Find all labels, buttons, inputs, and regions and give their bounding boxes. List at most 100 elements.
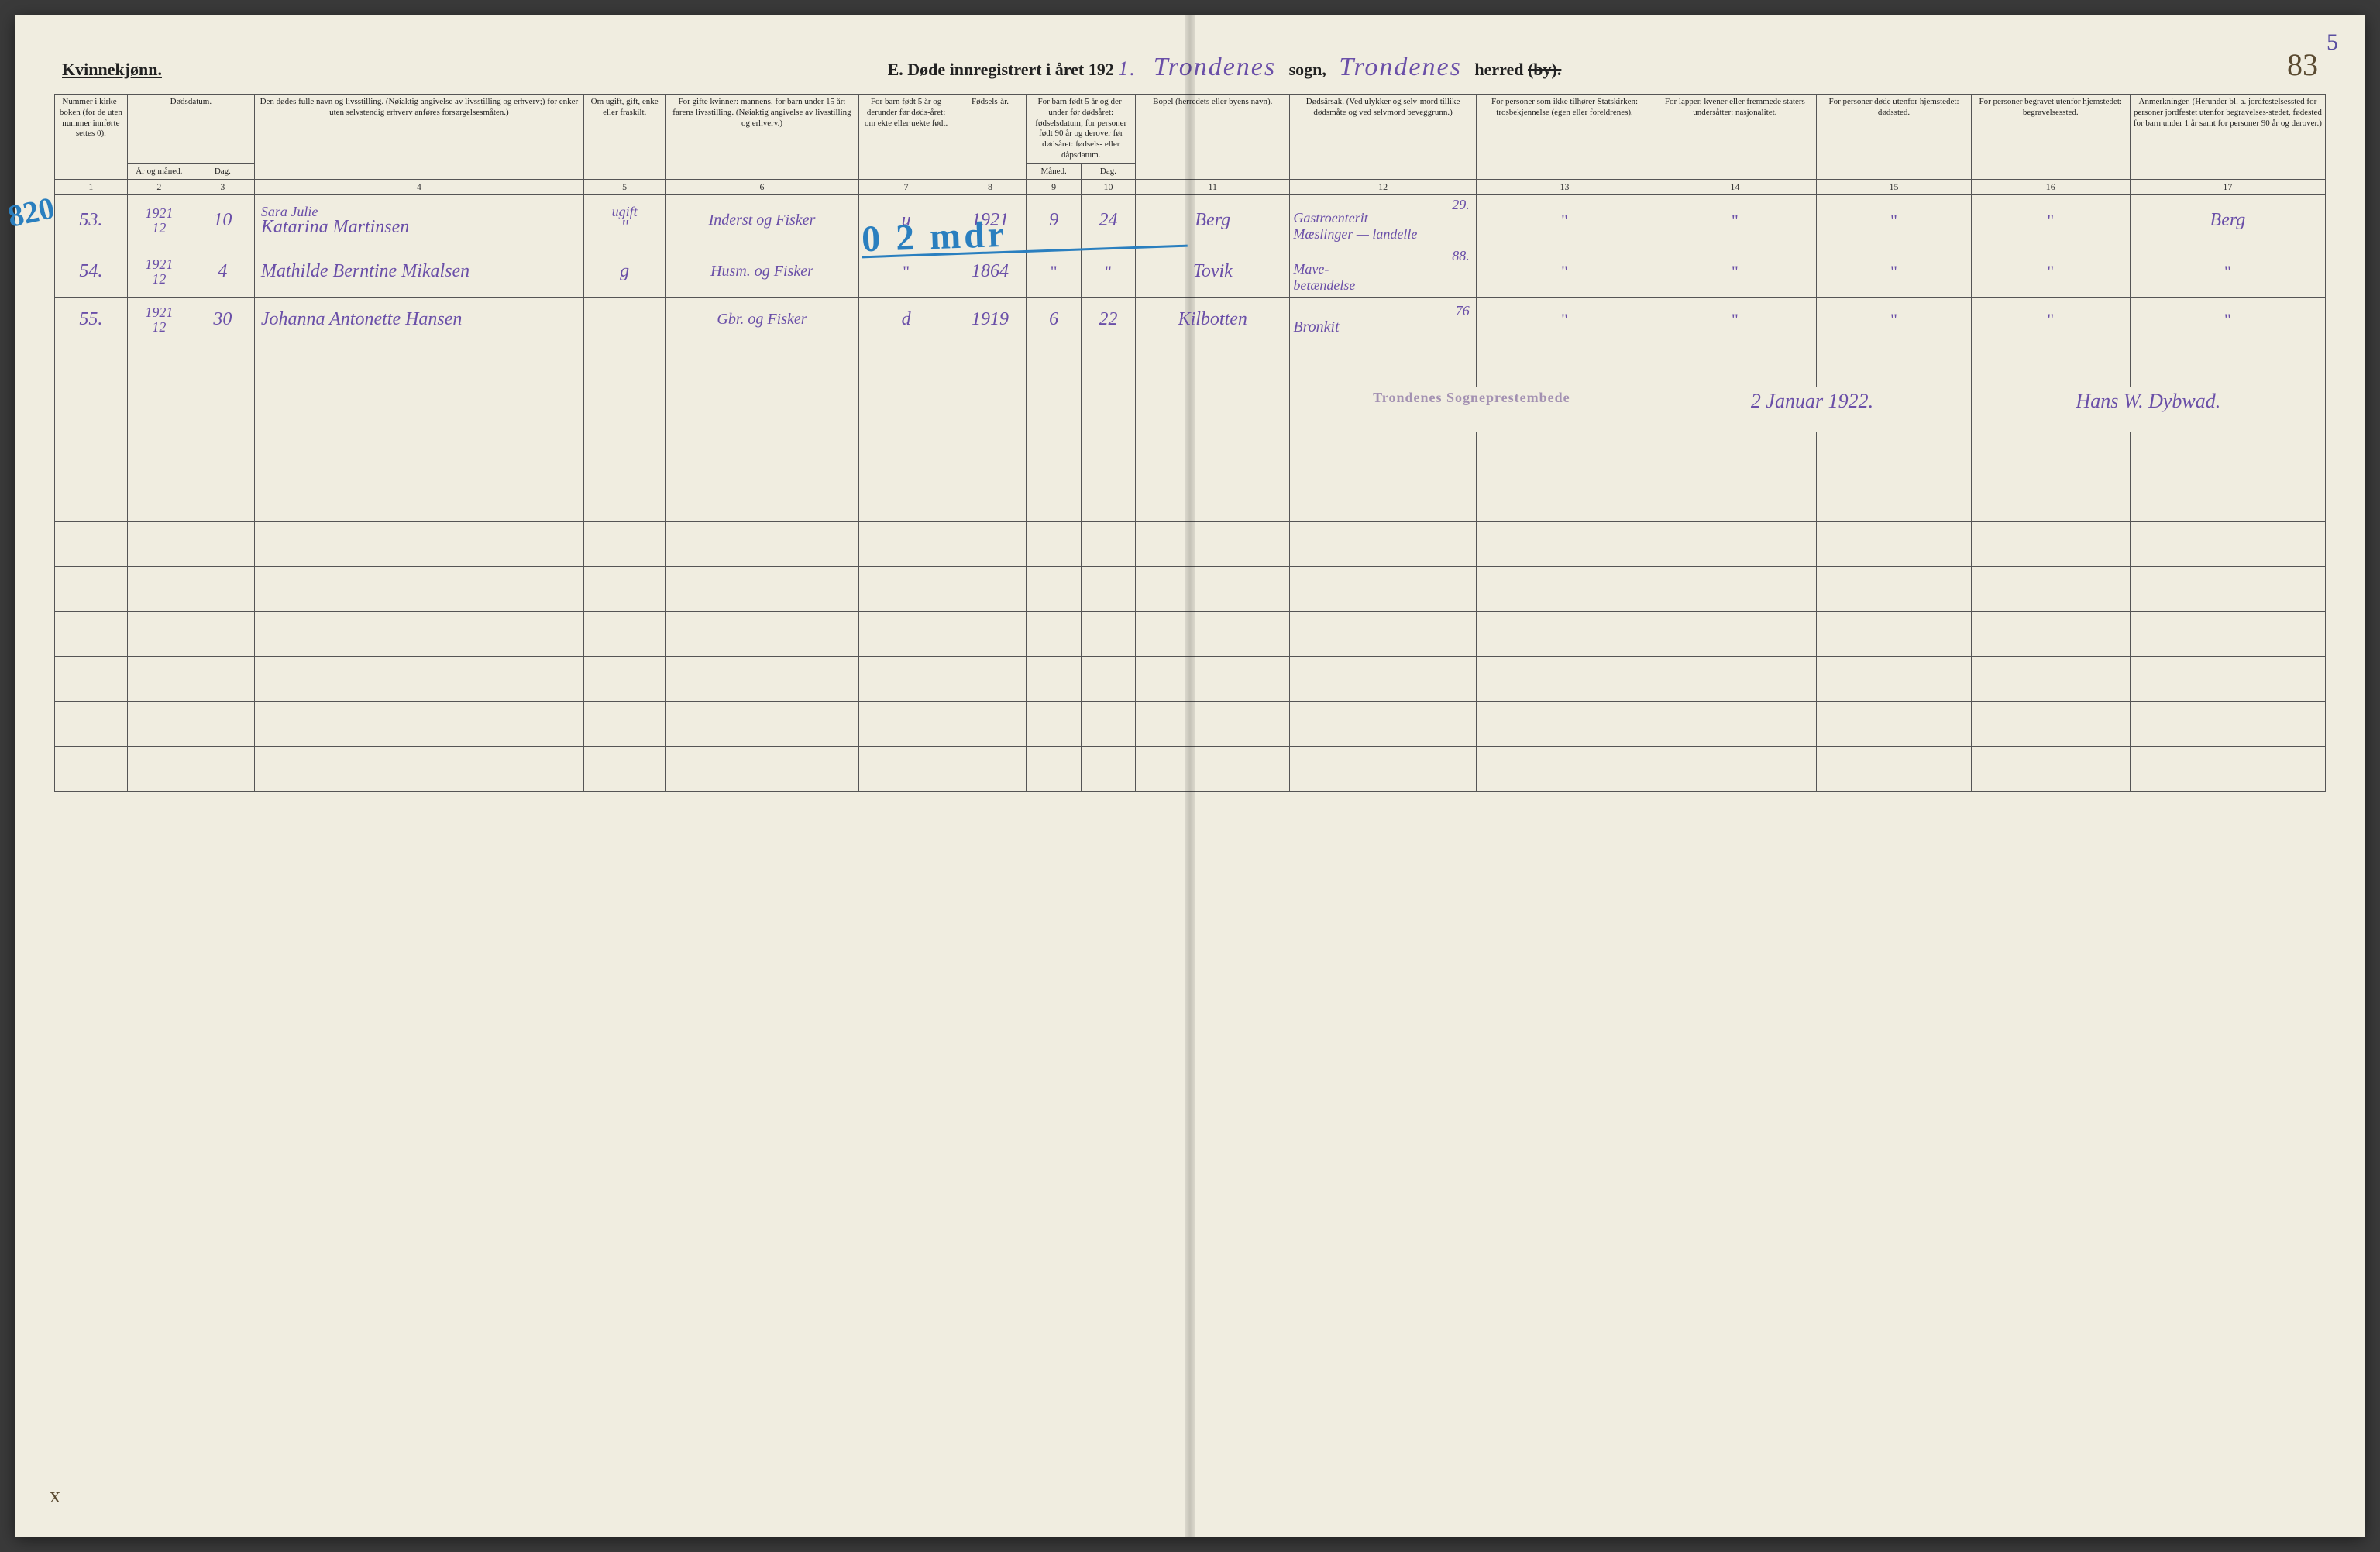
ditto: " [1890,262,1897,281]
table-head: Nummer i kirke-boken (for de uten nummer… [55,95,2326,195]
col-header-15: For personer døde utenfor hjemstedet: dø… [1817,95,1971,180]
colnum: 16 [1971,180,2130,195]
birth-day: 22 [1099,309,1117,329]
colnum: 17 [2130,180,2325,195]
herred-label: herred [1474,60,1523,79]
empty-row [55,477,2326,522]
ditto: " [1890,211,1897,230]
ditto: " [1561,310,1568,329]
colnum: 10 [1081,180,1135,195]
col-header-6: For gifte kvinner: mannens, for barn und… [666,95,858,180]
remark: " [2224,262,2231,281]
status: " [621,217,628,237]
colnum: 4 [254,180,583,195]
birth-month: " [1051,262,1058,281]
ditto: " [2047,310,2054,329]
col-header-16: For personer begravet utenfor hjemstedet… [1971,95,2130,180]
col-header-9: Måned. [1027,163,1081,180]
table-row: 54. 1921 12 4 Mathilde Berntine Mikalsen… [55,246,2326,298]
colnum: 1 [55,180,128,195]
signature-name: Hans W. Dybwad. [2076,390,2220,412]
signature-date: 2 Januar 1922. [1751,390,1873,412]
ditto: " [1890,310,1897,329]
colnum: 2 [127,180,191,195]
ditto: " [2047,262,2054,281]
top-corner-annotation: 5 [2327,29,2338,56]
birth-year: 1864 [972,261,1009,281]
entry-no: 55. [79,309,102,329]
entry-no: 53. [79,210,102,230]
birth-month: 6 [1049,309,1058,329]
cause-main: betændelse [1293,277,1355,293]
status: g [620,261,629,281]
colnum: 3 [191,180,254,195]
cause-code: 76 [1293,304,1472,318]
ditto: " [1732,211,1739,230]
cause-cell: 88. Mave- betændelse [1293,249,1472,294]
bopel: Tovik [1193,261,1233,281]
cause-main: Bronkit [1293,318,1339,336]
father-occupation: Inderst og Fisker [709,212,816,229]
table-row: 55. 1921 12 30 Johanna Antonette Hansen … [55,298,2326,342]
col-header-4: Den dødes fulle navn og livsstilling. (N… [254,95,583,180]
year-month: 1921 12 [145,205,173,236]
col-header-11: Bopel (herredets eller byens navn). [1136,95,1290,180]
col-header-2-top: Dødsdatum. [127,95,254,164]
remark: Berg [2210,210,2246,230]
signature-row: Trondenes Sogneprestembede 2 Januar 1922… [55,387,2326,432]
colnum: 8 [954,180,1027,195]
col-header-8: Fødsels-år. [954,95,1027,180]
colnum: 11 [1136,180,1290,195]
table-row: 53. 1921 12 10 Sara Julie Katarina Marti… [55,195,2326,246]
entry-no: 54. [79,261,102,281]
year-month: 1921 12 [145,305,173,335]
birth-month: 9 [1049,210,1058,230]
ditto: " [1732,310,1739,329]
ditto: " [2047,211,2054,230]
birth-year: 1921 [972,210,1009,230]
name-main: Mathilde Berntine Mikalsen [261,261,469,281]
name-cell: Sara Julie Katarina Martinsen [261,205,580,237]
col-header-5: Om ugift, gift, enke eller fraskilt. [583,95,666,180]
death-day: 10 [213,210,232,230]
by-struck: (by). [1528,60,1561,79]
cause-main: Mæslinger — landelle [1293,226,1417,242]
table-body: 53. 1921 12 10 Sara Julie Katarina Marti… [55,195,2326,792]
empty-row [55,522,2326,567]
empty-row [55,342,2326,387]
col-header-1: Nummer i kirke-boken (for de uten nummer… [55,95,128,180]
birth-day: " [1105,262,1112,281]
ekte: d [902,309,911,329]
death-day: 30 [213,309,232,329]
gender-label: Kvinnekjønn. [62,60,162,80]
col-header-10: Dag. [1081,163,1135,180]
title-prefix: E. Døde innregistrert i året 192 [888,60,1114,79]
title-year-hw: 1. [1118,57,1137,80]
empty-row [55,702,2326,747]
bopel: Kilbotten [1178,309,1247,329]
colnum: 9 [1027,180,1081,195]
ditto: " [1561,211,1568,230]
col-header-7: For barn født 5 år og derunder før døds-… [858,95,954,180]
col-header-2-year: År og måned. [127,163,191,180]
herred-name-hw: Trondenes [1339,53,1461,81]
sogn-name-hw: Trondenes [1154,53,1276,81]
father-occupation: Husm. og Fisker [710,263,813,280]
office-stamp: Trondenes Sogneprestembede [1373,390,1570,405]
col-header-17: Anmerkninger. (Herunder bl. a. jordfeste… [2130,95,2325,180]
remark: " [2224,310,2231,329]
colnum: 7 [858,180,954,195]
page-header: Kvinnekjønn. E. Døde innregistrert i åre… [54,46,2326,94]
ditto: " [1732,262,1739,281]
sogn-label: sogn, [1289,60,1326,79]
birth-year: 1919 [972,309,1009,329]
column-number-row: 1 2 3 4 5 6 7 8 9 10 11 12 13 14 15 16 1… [55,180,2326,195]
bottom-left-mark: x [50,1484,60,1509]
ekte: " [903,262,910,281]
colnum: 6 [666,180,858,195]
colnum: 15 [1817,180,1971,195]
col-header-9-10-top: For barn født 5 år og der-under før døds… [1027,95,1136,164]
col-header-2-day: Dag. [191,163,254,180]
name-main: Johanna Antonette Hansen [261,309,463,329]
colnum: 13 [1476,180,1653,195]
